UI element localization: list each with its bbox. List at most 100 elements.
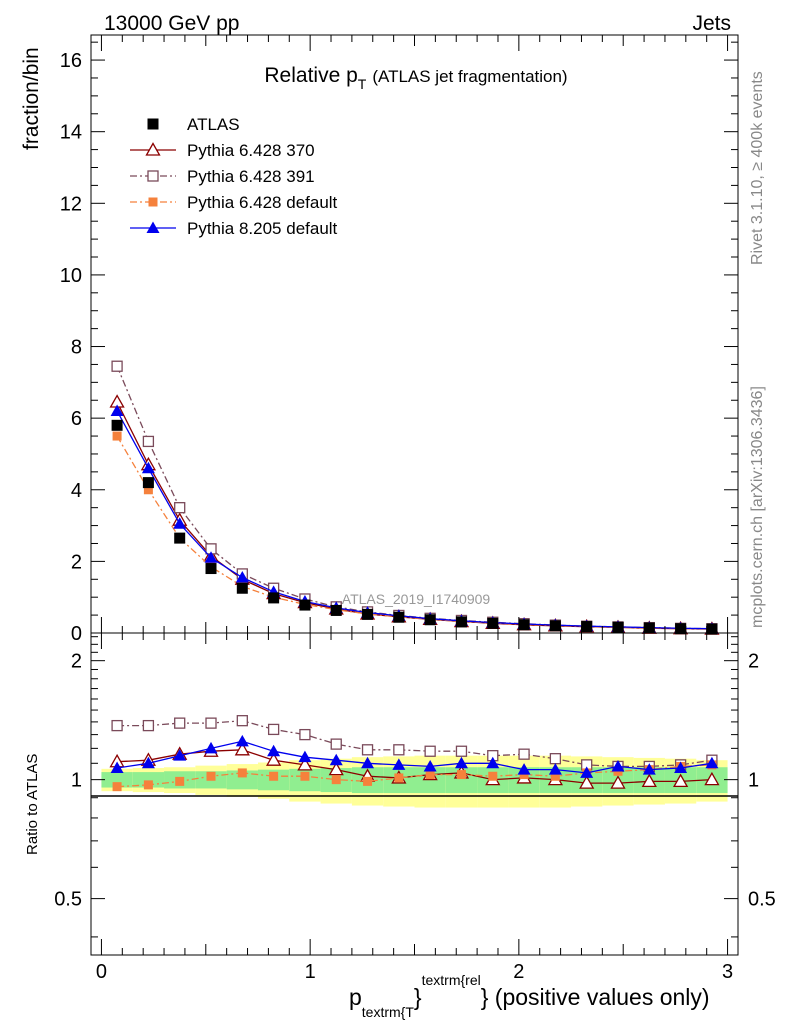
main-series-line xyxy=(116,365,712,630)
ratio-y-axis-label: Ratio to ATLAS xyxy=(24,754,41,855)
title-main: Relative p xyxy=(264,64,357,87)
y-tick-label: 8 xyxy=(71,337,82,359)
ratio-point xyxy=(328,761,344,776)
xlabel-brace: } xyxy=(414,984,422,1010)
ratio-point xyxy=(235,734,249,747)
ratio-point xyxy=(579,775,595,789)
ratio-point xyxy=(300,771,310,781)
main-point xyxy=(424,614,436,626)
band-green-bin xyxy=(101,772,133,788)
ratio-point xyxy=(425,770,435,780)
legend-label: Pythia 6.428 default xyxy=(187,193,338,212)
ratio-point xyxy=(550,771,560,781)
ratio-point xyxy=(236,715,248,727)
ratio-point xyxy=(143,780,153,790)
energy-label: 13000 GeV pp xyxy=(104,12,239,35)
legend-label: Pythia 6.428 391 xyxy=(187,167,315,186)
ratio-point xyxy=(704,771,720,786)
title-rest: (ATLAS jet fragmentation) xyxy=(372,67,567,86)
main-point xyxy=(299,599,311,611)
rivet-label: Rivet 3.1.10, ≥ 400k events xyxy=(749,71,766,265)
main-point xyxy=(141,461,155,474)
xlabel-sup: textrm{rel xyxy=(422,972,481,988)
main-point xyxy=(612,621,624,633)
ratio-point xyxy=(174,717,186,729)
main-point xyxy=(111,360,123,372)
ratio-panel: 0.5 0.5 1 1 2 2 Ratio to ATLAS xyxy=(24,632,776,956)
y-tick-label: 4 xyxy=(71,480,82,502)
ratio-series-line xyxy=(117,764,712,788)
ratio-point xyxy=(267,744,281,757)
y-tick-label: 0 xyxy=(71,623,82,645)
ratio-point xyxy=(329,753,343,766)
ratio-point xyxy=(454,756,468,769)
main-point xyxy=(112,431,122,441)
ratio-point xyxy=(361,744,374,756)
ratio-tick-label-right: 1 xyxy=(748,770,759,792)
main-point xyxy=(268,592,280,604)
main-point xyxy=(581,621,593,633)
main-point xyxy=(204,551,218,563)
main-point xyxy=(142,435,155,448)
ratio-point xyxy=(330,738,342,750)
ratio-point xyxy=(175,776,185,786)
analysis-id: ATLAS_2019_I1740909 xyxy=(342,591,491,607)
ratio-point xyxy=(642,763,656,775)
main-point xyxy=(142,477,154,489)
legend-label: Pythia 8.205 default xyxy=(187,219,338,238)
xlabel-p: p xyxy=(349,984,362,1010)
main-point xyxy=(235,570,249,583)
ratio-point xyxy=(674,761,688,774)
main-point xyxy=(549,620,561,632)
ratio-point xyxy=(112,782,122,792)
main-point xyxy=(393,611,405,623)
legend-marker xyxy=(146,221,160,233)
y-tick-label: 6 xyxy=(71,408,82,430)
main-point xyxy=(205,563,217,575)
legend-marker xyxy=(147,118,159,130)
legend-label: Pythia 6.428 370 xyxy=(187,141,315,160)
x-tick-label: 1 xyxy=(305,961,316,983)
ratio-point xyxy=(392,758,406,770)
ratio-point xyxy=(142,719,155,732)
ratio-point xyxy=(456,770,466,780)
ratio-point xyxy=(206,771,216,781)
ratio-tick-label: 2 xyxy=(71,651,82,673)
ratio-tick-label-right: 0.5 xyxy=(748,889,776,911)
band-green-bin xyxy=(132,772,165,788)
main-point xyxy=(643,622,655,634)
band-green-bin xyxy=(226,770,258,790)
main-point xyxy=(143,485,153,495)
ratio-point xyxy=(363,776,373,786)
process-label: Jets xyxy=(692,12,731,35)
ratio-tick-label: 1 xyxy=(71,770,82,792)
ratio-point xyxy=(234,741,250,756)
main-point xyxy=(518,619,530,631)
main-point xyxy=(706,623,718,635)
ratio-series-line xyxy=(117,740,712,774)
ratio-point xyxy=(641,773,657,788)
ratio-point xyxy=(266,752,282,766)
xlabel-sub: textrm{T xyxy=(362,1004,415,1020)
main-point xyxy=(110,404,124,416)
x-axis-label: ptextrm{T}textrm{rel} (positive values o… xyxy=(349,972,710,1020)
legend-marker xyxy=(147,170,159,182)
ratio-point xyxy=(610,775,626,789)
main-point xyxy=(173,517,187,529)
legend-label: ATLAS xyxy=(187,115,240,134)
y-axis-label: fraction/bin xyxy=(20,47,43,150)
ratio-point xyxy=(141,756,155,769)
ratio-series-line xyxy=(117,749,712,784)
ratio-point xyxy=(361,756,375,769)
ratio-point xyxy=(549,753,562,765)
ratio-point xyxy=(393,744,405,756)
ratio-point xyxy=(672,773,689,788)
ratio-point xyxy=(611,759,625,772)
y-tick-label: 2 xyxy=(71,551,82,573)
ratio-point xyxy=(580,766,594,778)
y-tick-label: 12 xyxy=(60,193,82,215)
main-point xyxy=(487,617,499,629)
ratio-point xyxy=(548,763,562,775)
main-point xyxy=(675,623,687,635)
main-point xyxy=(174,532,186,544)
